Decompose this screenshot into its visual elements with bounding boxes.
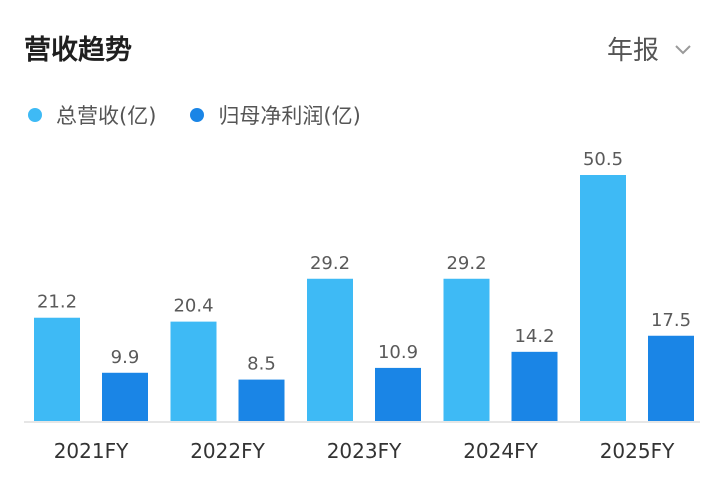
value-label: 20.4 [173,296,213,317]
chart-title: 营收趋势 [24,35,132,66]
bar-revenue-2021FY [34,317,80,421]
bar-revenue-2022FY [170,321,217,421]
bar-profit-2023FY [375,367,421,421]
value-label: 29.2 [446,253,486,274]
chevron-down-icon [675,44,691,54]
value-label: 50.5 [583,149,623,170]
legend-swatch-profit [190,108,205,122]
bar-profit-2025FY [648,335,694,421]
x-tick-label: 2021FY [54,439,129,463]
value-label: 29.2 [310,253,350,274]
x-tick-label: 2025FY [600,439,675,463]
x-tick-label: 2024FY [463,439,538,463]
x-tick-label: 2023FY [327,439,402,463]
value-label: 9.9 [111,347,140,368]
value-label: 8.5 [247,354,276,375]
bar-profit-2022FY [238,379,285,421]
value-label: 14.2 [514,326,554,347]
period-selector[interactable]: 年报 [607,30,693,67]
legend-item-revenue: 总营收(亿) [28,100,156,130]
bar-revenue-2024FY [443,278,490,421]
value-label: 10.9 [378,342,418,363]
x-tick-label: 2022FY [190,439,265,463]
value-label: 17.5 [651,310,691,331]
value-label: 21.2 [37,292,77,313]
legend-swatch-revenue [28,108,42,122]
bar-revenue-2023FY [307,278,353,421]
period-label: 年报 [606,36,659,66]
legend-label-profit: 归母净利润(亿) [218,104,361,128]
legend-item-profit: 归母净利润(亿) [190,100,361,130]
bar-profit-2021FY [102,372,148,421]
bar-profit-2024FY [511,351,558,421]
bar-revenue-2025FY [580,175,626,421]
legend-label-revenue: 总营收(亿) [56,104,157,128]
chart-legend: 总营收(亿) 归母净利润(亿) [28,100,395,130]
